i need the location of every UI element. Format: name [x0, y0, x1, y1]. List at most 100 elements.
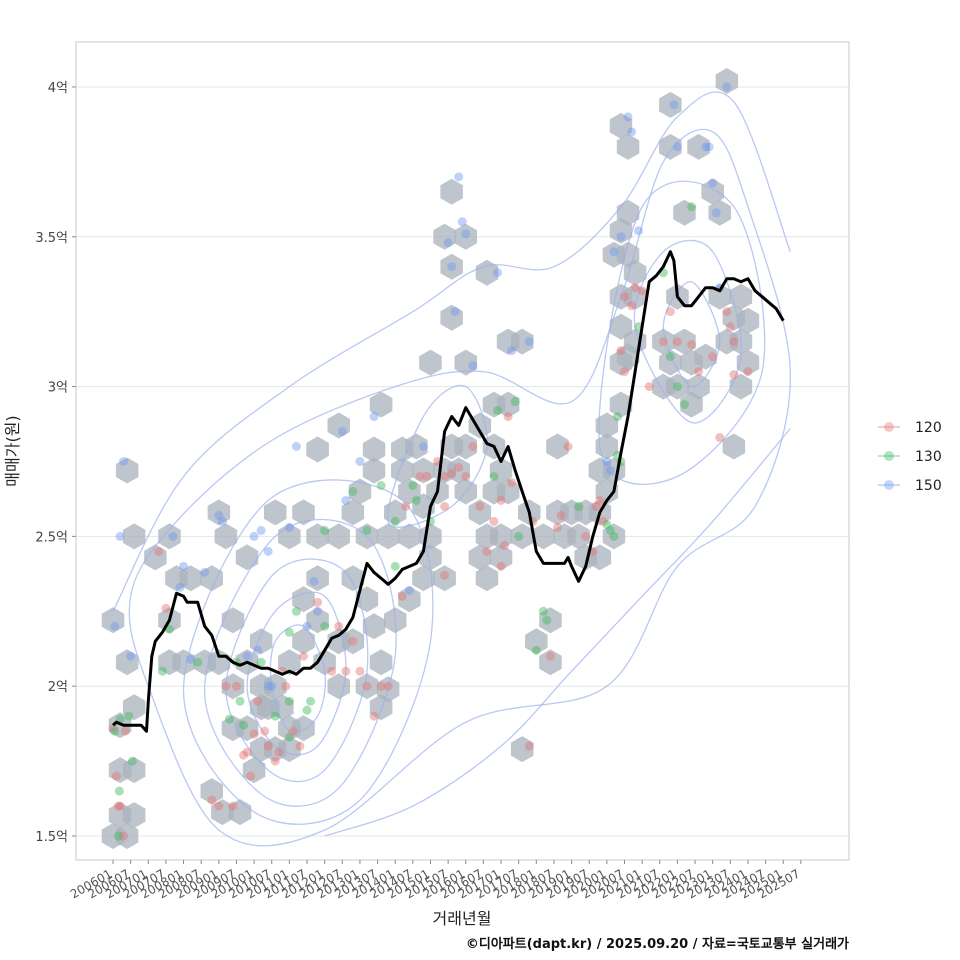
hexbin-cell: [468, 499, 492, 526]
data-point-120: [362, 681, 372, 691]
hexbin-cell: [440, 304, 463, 331]
hexbin-cell: [440, 178, 463, 205]
hexbin-cell: [278, 649, 301, 676]
hexbin-cell: [327, 412, 350, 439]
data-point-120: [687, 340, 697, 350]
data-point-150: [672, 142, 682, 152]
hexbin-cell: [207, 499, 231, 526]
hexbin-cell: [546, 433, 569, 460]
data-point-130: [113, 831, 123, 841]
data-point-150: [605, 465, 615, 475]
y-axis: 1.5억 2억 2.5억 3억 3.5억 4억: [35, 81, 76, 845]
hexbin-cell: [101, 607, 125, 634]
data-point-130: [362, 525, 372, 535]
data-point-130: [542, 615, 552, 625]
data-point-130: [390, 516, 400, 526]
hexbin-cell: [341, 628, 365, 655]
hexbin-cell: [729, 283, 753, 310]
hexbin-cell: [595, 412, 619, 439]
data-point-130: [157, 666, 167, 676]
hexbin-cell: [454, 433, 477, 460]
legend-label-150: 150: [915, 478, 942, 494]
data-point-150: [443, 238, 453, 248]
data-point-120: [298, 651, 308, 661]
data-point-120: [620, 292, 630, 302]
hexbin-cell: [694, 343, 717, 370]
data-point-150: [214, 510, 224, 520]
data-point-120: [355, 666, 365, 676]
density-contour: [598, 180, 766, 486]
data-point-120: [729, 370, 739, 380]
moving-average-line: [112, 250, 785, 733]
data-point-150: [284, 522, 294, 532]
data-point-120: [507, 477, 517, 487]
hexbin-cell: [122, 523, 146, 550]
data-point-130: [687, 202, 697, 212]
data-point-150: [493, 268, 503, 278]
hexbin-cell: [369, 391, 393, 418]
data-point-150: [468, 361, 478, 371]
data-point-120: [454, 462, 464, 472]
data-point-130: [672, 382, 682, 392]
hexbin-cell: [348, 478, 372, 505]
data-point-130: [609, 531, 619, 541]
hexbin-cell: [482, 478, 506, 505]
data-point-130: [306, 696, 316, 706]
data-point-130: [320, 621, 330, 631]
hexbin-cell: [264, 673, 287, 700]
density-contour: [269, 624, 327, 734]
data-point-150: [616, 232, 626, 242]
data-point-150: [309, 576, 319, 586]
data-point-120: [581, 531, 591, 541]
data-point-150: [313, 606, 323, 616]
data-point-120: [630, 283, 640, 293]
hexbin-cell: [623, 259, 647, 286]
hexbin-cell: [687, 133, 710, 160]
data-point-120: [263, 741, 273, 751]
data-point-130: [193, 657, 203, 667]
hexbin-cell: [489, 457, 513, 484]
hexbin-cell: [391, 457, 414, 484]
data-point-150: [461, 229, 471, 239]
hexbin-cell: [362, 436, 386, 463]
hexbin-cell: [616, 343, 640, 370]
data-point-130: [235, 696, 245, 706]
data-point-130: [127, 756, 137, 766]
data-point-120: [482, 546, 492, 556]
legend-marker-130: [884, 451, 894, 461]
data-point-130: [291, 606, 301, 616]
hexbin-cell: [454, 223, 477, 250]
x-axis-title: 거래년월: [433, 909, 492, 928]
hexbin-cell: [532, 523, 555, 550]
data-point-120: [422, 471, 432, 481]
data-point-150: [418, 442, 428, 452]
data-point-120: [253, 696, 263, 706]
hexbin-cell: [115, 649, 139, 676]
data-point-150: [256, 525, 266, 535]
hexbin-cell: [609, 391, 633, 418]
data-point-150: [602, 456, 612, 466]
density-contour-layer: [112, 91, 791, 847]
data-point-120: [637, 286, 647, 296]
data-point-130: [493, 406, 503, 416]
hexbin-cell: [673, 199, 696, 226]
data-point-130: [110, 726, 120, 736]
hexbin-cell: [306, 607, 329, 634]
hexbin-cell: [306, 523, 329, 550]
hexbin-cell: [271, 694, 294, 721]
density-contour: [324, 428, 791, 837]
data-point-120: [644, 382, 654, 392]
hexbin-cell: [384, 499, 407, 526]
density-contour: [128, 128, 791, 847]
hexbin-cell: [398, 523, 421, 550]
hexbin-cell: [475, 259, 499, 286]
data-point-120: [334, 621, 344, 631]
legend-label-130: 130: [915, 449, 942, 465]
data-point-120: [376, 681, 386, 691]
hexbin-cell: [736, 307, 760, 334]
hexbin-cell: [729, 373, 753, 400]
hexbin-cell: [496, 391, 520, 418]
data-point-130: [284, 627, 294, 637]
hexbin-cell: [412, 457, 435, 484]
hexbin-cell: [666, 373, 689, 400]
